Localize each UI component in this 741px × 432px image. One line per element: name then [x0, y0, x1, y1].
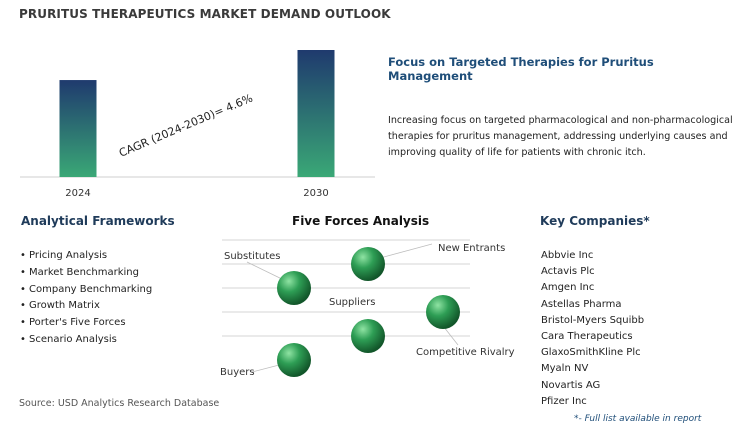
source-note: Source: USD Analytics Research Database	[19, 398, 220, 409]
buyers-label: Buyers	[220, 367, 255, 378]
company-item: Myaln NV	[541, 363, 589, 375]
five-forces-heading: Five Forces Analysis	[292, 214, 430, 228]
framework-item: Scenario Analysis	[20, 332, 152, 349]
cagr-annotation: CAGR (2024-2030)= 4.6%	[117, 92, 255, 160]
bar-2030	[297, 50, 335, 177]
company-item: Astellas Pharma	[541, 298, 622, 310]
framework-item: Growth Matrix	[20, 298, 152, 315]
company-item: Pfizer Inc	[541, 395, 587, 407]
market-bar-chart: 2024 2030 CAGR (2024-2030)= 4.6%	[20, 50, 375, 199]
company-item: Amgen Inc	[541, 282, 595, 294]
new-entrants-label: New Entrants	[438, 243, 505, 254]
rivalry-sphere	[351, 319, 385, 353]
company-item: Actavis Plc	[541, 266, 595, 278]
framework-item: Company Benchmarking	[20, 282, 152, 299]
focus-title: Focus on Targeted Therapies for Pruritus…	[388, 55, 654, 83]
five-forces-grid-lines	[222, 239, 470, 337]
focus-description: Increasing focus on targeted pharmacolog…	[388, 115, 733, 158]
company-item: Abbvie Inc	[541, 250, 594, 261]
bar-2024	[59, 80, 97, 177]
substitutes-sphere	[277, 271, 311, 305]
company-item: Bristol-Myers Squibb	[541, 314, 645, 326]
companies-heading: Key Companies*	[540, 214, 650, 228]
company-item: GlaxoSmithKline Plc	[541, 347, 641, 359]
x-tick-label: 2024	[65, 188, 90, 199]
connector-lines	[246, 243, 459, 373]
suppliers-label: Suppliers	[329, 297, 375, 308]
new-entrants-sphere	[351, 247, 385, 281]
company-item: Cara Therapeutics	[541, 331, 633, 343]
buyers-sphere	[277, 343, 311, 377]
framework-item: Market Benchmarking	[20, 265, 152, 282]
frameworks-list: Pricing Analysis Market Benchmarking Com…	[20, 248, 152, 349]
company-item: Novartis AG	[541, 379, 601, 391]
footnote: *- Full list available in report	[574, 414, 702, 424]
x-tick-label: 2030	[303, 188, 328, 199]
companies-list: Abbvie Inc Actavis Plc Amgen Inc Astella…	[541, 248, 644, 410]
substitutes-label: Substitutes	[224, 251, 280, 262]
framework-item: Pricing Analysis	[20, 248, 152, 265]
suppliers-sphere	[426, 295, 460, 329]
framework-item: Porter's Five Forces	[20, 315, 152, 332]
page-title: PRURITUS THERAPEUTICS MARKET DEMAND OUTL…	[19, 7, 391, 21]
frameworks-heading: Analytical Frameworks	[21, 214, 175, 228]
competitive-rivalry-label: Competitive Rivalry	[416, 347, 515, 358]
